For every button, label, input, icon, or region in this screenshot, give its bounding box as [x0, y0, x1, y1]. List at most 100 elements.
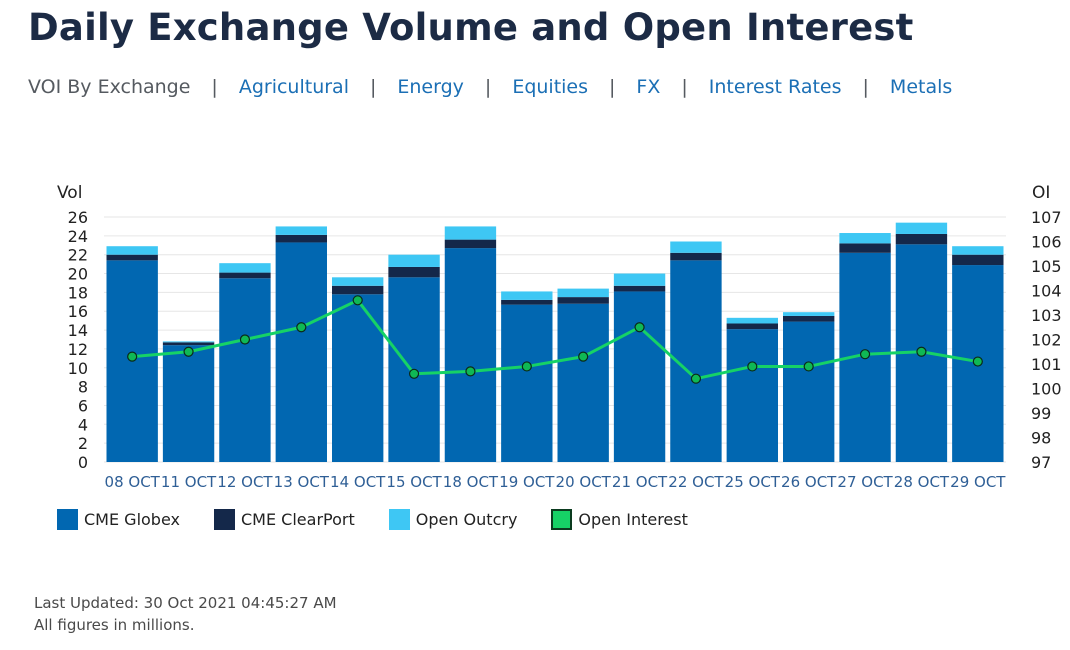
nav-current-voi-by-exchange: VOI By Exchange: [28, 76, 191, 98]
open-interest-point: [803, 361, 814, 372]
open-interest-point: [352, 295, 363, 306]
category-nav: VOI By Exchange | Agricultural | Energy …: [28, 76, 952, 98]
bar-cme-clearport: [839, 243, 891, 253]
y-left-tick-label: 26: [68, 208, 88, 227]
y-axis-right: 97 98 99 100 101 102 103 104 105 106 107: [1031, 208, 1062, 472]
y-left-tick-label: 4: [78, 415, 88, 434]
bar-cme-clearport: [162, 342, 215, 346]
open-interest-point: [916, 346, 927, 357]
y-left-tick-label: 18: [68, 283, 88, 302]
figures-note: All figures in millions.: [34, 616, 195, 634]
y-left-tick-label: 24: [68, 227, 88, 246]
bar-cme-clearport: [444, 239, 497, 249]
page-title: Daily Exchange Volume and Open Interest: [28, 6, 914, 49]
y-left-tick-label: 8: [78, 378, 88, 397]
bar-cme-clearport: [106, 254, 158, 261]
y-axis-right-title: OI: [1032, 183, 1050, 203]
y-right-tick-label: 105: [1031, 257, 1062, 276]
open-interest-point: [690, 373, 702, 384]
x-tick-label: 15 OCT: [386, 473, 442, 491]
y-right-tick-label: 103: [1031, 306, 1062, 325]
x-tick-label: 19 OCT: [499, 473, 555, 491]
footer: Last Updated: 30 Oct 2021 04:45:27 AM Al…: [34, 592, 337, 636]
bar-cme-clearport: [219, 272, 271, 279]
x-axis: 08 OCT 11 OCT 12 OCT 13 OCT 14 OCT 15 OCT 18 O…: [105, 473, 1007, 491]
bar-cme-globex: [162, 345, 215, 462]
bar-cme-clearport: [275, 234, 327, 243]
nav-link-interest-rates[interactable]: Interest Rates: [708, 76, 842, 98]
y-left-tick-label: 14: [68, 321, 88, 340]
y-right-tick-label: 100: [1031, 380, 1062, 399]
open-interest-point: [239, 334, 251, 345]
legend-swatch: [388, 509, 410, 530]
bar-open-outcry: [501, 291, 553, 300]
nav-link-metals[interactable]: Metals: [889, 76, 953, 98]
bar-open-outcry: [952, 246, 1004, 255]
x-tick-label: 21 OCT: [612, 473, 668, 491]
bar-cme-globex: [726, 329, 778, 462]
nav-link-fx[interactable]: FX: [636, 76, 661, 98]
bar-cme-clearport: [388, 266, 440, 278]
nav-separator: |: [862, 76, 869, 98]
bar-open-outcry: [275, 226, 327, 235]
open-interest-line: [132, 298, 979, 381]
bar-cme-globex: [501, 304, 553, 462]
x-tick-label: 08 OCT: [105, 473, 161, 491]
legend-label: Open Outcry: [415, 510, 518, 529]
chart-legend: CME Globex CME ClearPort Open Outcry Ope…: [57, 509, 722, 530]
x-tick-label: 22 OCT: [668, 473, 724, 491]
y-left-tick-label: 22: [68, 246, 88, 265]
bar-cme-clearport: [726, 323, 778, 330]
y-right-tick-label: 104: [1031, 282, 1062, 301]
nav-link-energy[interactable]: Energy: [397, 76, 464, 98]
bar-open-outcry: [444, 226, 497, 240]
y-left-tick-label: 0: [78, 453, 88, 472]
bar-cme-clearport: [557, 297, 609, 304]
y-axis-left-title: Vol: [57, 183, 82, 203]
legend-swatch: [214, 509, 235, 530]
bar-cme-clearport: [952, 254, 1004, 266]
bar-open-outcry: [613, 273, 666, 286]
bar-open-outcry: [557, 288, 609, 298]
bar-cme-clearport: [613, 285, 666, 292]
legend-label: CME Globex: [84, 510, 180, 529]
legend-label: CME ClearPort: [241, 510, 355, 529]
legend-item-open-outcry[interactable]: Open Outcry: [388, 509, 518, 530]
y-left-tick-label: 10: [68, 359, 88, 378]
y-right-tick-label: 106: [1031, 233, 1062, 252]
x-tick-label: 26 OCT: [781, 473, 837, 491]
y-right-tick-label: 107: [1031, 208, 1062, 227]
open-interest-series: [127, 295, 983, 384]
open-interest-point: [634, 322, 645, 333]
open-interest-point: [465, 366, 476, 377]
legend-swatch: [551, 509, 573, 530]
x-tick-label: 13 OCT: [274, 473, 330, 491]
x-tick-label: 20 OCT: [556, 473, 612, 491]
x-tick-label: 27 OCT: [837, 473, 893, 491]
bar-cme-globex: [557, 303, 609, 462]
y-right-tick-label: 98: [1031, 429, 1051, 448]
y-right-tick-label: 101: [1031, 355, 1062, 374]
bar-cme-globex: [332, 294, 384, 462]
x-tick-label: 29 OCT: [950, 473, 1006, 491]
y-right-tick-label: 97: [1031, 453, 1051, 472]
x-tick-label: 14 OCT: [330, 473, 386, 491]
legend-item-open-interest[interactable]: Open Interest: [551, 509, 688, 530]
nav-separator: |: [211, 76, 218, 98]
nav-link-equities[interactable]: Equities: [512, 76, 589, 98]
legend-item-cme-clearport[interactable]: CME ClearPort: [214, 509, 355, 530]
bar-open-outcry: [106, 246, 158, 255]
x-tick-label: 28 OCT: [894, 473, 950, 491]
y-right-tick-label: 102: [1031, 331, 1062, 350]
legend-item-cme-globex[interactable]: CME Globex: [57, 509, 180, 530]
bar-open-outcry: [726, 317, 778, 324]
bar-open-outcry: [670, 241, 722, 253]
nav-link-agricultural[interactable]: Agricultural: [238, 76, 349, 98]
bar-cme-clearport: [895, 233, 948, 245]
bar-cme-globex: [783, 321, 835, 462]
open-interest-point: [408, 368, 420, 379]
last-updated-text: Last Updated: 30 Oct 2021 04:45:27 AM: [34, 594, 337, 612]
x-tick-label: 12 OCT: [217, 473, 273, 491]
